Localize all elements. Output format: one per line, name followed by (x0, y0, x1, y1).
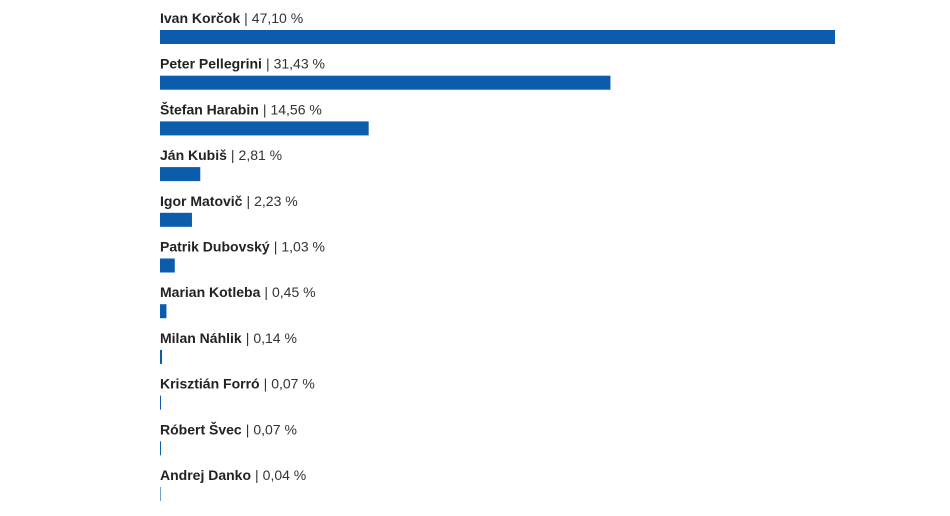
bar-label: Ivan Korčok | 47,10 % (160, 10, 303, 26)
candidate-name: Igor Matovič (160, 193, 243, 209)
separator: | (264, 375, 268, 391)
value-label: 31,43 % (274, 55, 325, 71)
value-label: 0,07 % (271, 375, 315, 391)
bar-label: Marian Kotleba | 0,45 % (160, 284, 316, 300)
bar (160, 75, 611, 90)
bar (160, 395, 162, 410)
separator: | (244, 10, 248, 26)
bar-label: Igor Matovič | 2,23 % (160, 193, 298, 209)
candidate-name: Andrej Danko (160, 467, 251, 483)
bar-label: Peter Pellegrini | 31,43 % (160, 55, 325, 71)
value-label: 2,81 % (239, 147, 283, 163)
separator: | (231, 147, 235, 163)
value-label: 0,07 % (253, 421, 297, 437)
bar-label: Róbert Švec | 0,07 % (160, 420, 297, 437)
bar (160, 441, 162, 456)
separator: | (274, 238, 278, 254)
separator: | (246, 193, 250, 209)
value-label: 0,14 % (253, 330, 297, 346)
separator: | (266, 55, 270, 71)
candidate-name: Krisztián Forró (160, 375, 260, 391)
separator: | (264, 284, 268, 300)
bar-label: Krisztián Forró | 0,07 % (160, 375, 315, 391)
value-label: 47,10 % (252, 10, 303, 26)
candidate-name: Štefan Harabin (160, 100, 259, 117)
bar (160, 258, 175, 273)
value-label: 2,23 % (254, 193, 298, 209)
separator: | (246, 330, 250, 346)
bar (160, 349, 163, 364)
separator: | (255, 467, 259, 483)
value-label: 0,45 % (272, 284, 316, 300)
bar (160, 212, 192, 227)
separator: | (263, 101, 267, 117)
bar (160, 487, 161, 501)
candidate-name: Patrik Dubovský (160, 238, 270, 254)
candidate-name: Marian Kotleba (160, 284, 261, 300)
value-label: 14,56 % (270, 101, 321, 117)
value-label: 0,04 % (263, 467, 307, 483)
separator: | (246, 421, 250, 437)
candidate-name: Ivan Korčok (160, 10, 240, 26)
bar-label: Andrej Danko | 0,04 % (160, 467, 306, 483)
bar-label: Štefan Harabin | 14,56 % (160, 100, 322, 117)
bar (160, 121, 369, 136)
candidate-name: Peter Pellegrini (160, 55, 262, 71)
bar (160, 167, 201, 182)
bar (160, 304, 167, 319)
bar (160, 30, 835, 44)
bar-label: Patrik Dubovský | 1,03 % (160, 238, 325, 254)
bar-label: Milan Náhlik | 0,14 % (160, 330, 297, 346)
candidate-name: Ján Kubiš (160, 147, 227, 163)
bar-label: Ján Kubiš | 2,81 % (160, 147, 282, 163)
value-label: 1,03 % (281, 238, 325, 254)
candidate-name: Milan Náhlik (160, 330, 242, 346)
candidate-name: Róbert Švec (160, 420, 242, 437)
